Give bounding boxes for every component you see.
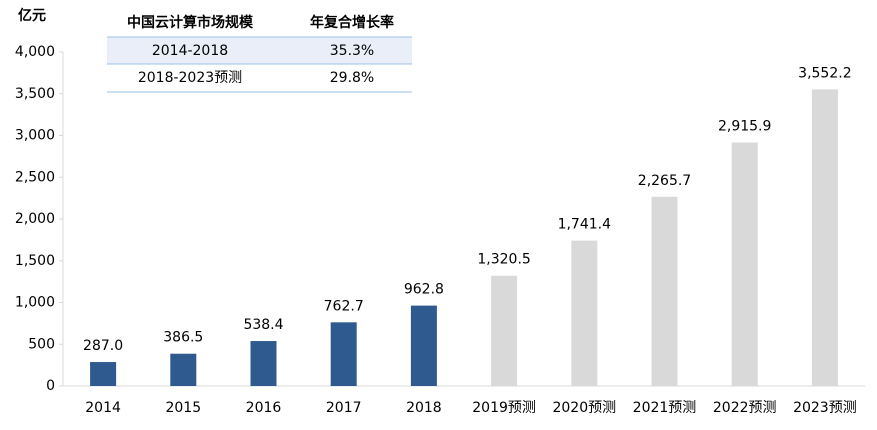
y-tick-label: 3,500 <box>15 86 55 102</box>
bar <box>571 240 598 386</box>
value-label: 762.7 <box>324 298 364 314</box>
y-tick-label: 2,000 <box>15 211 55 227</box>
table-header: 年复合增长率 <box>310 14 394 31</box>
bar <box>491 275 518 386</box>
value-label: 538.4 <box>243 317 283 333</box>
x-tick-label: 2017 <box>326 400 362 416</box>
bar <box>651 196 678 386</box>
table-cell: 35.3% <box>330 43 374 59</box>
value-label: 2,915.9 <box>718 119 771 135</box>
table-cell: 2014-2018 <box>152 43 228 59</box>
bar <box>410 305 437 386</box>
y-tick-label: 4,000 <box>15 44 55 60</box>
y-tick-label: 2,500 <box>15 169 55 185</box>
table-header: 中国云计算市场规模 <box>127 14 254 31</box>
bar <box>90 362 117 386</box>
value-label: 1,741.4 <box>558 217 612 233</box>
value-label: 962.8 <box>404 282 444 298</box>
bar <box>731 142 758 386</box>
bar <box>811 89 838 386</box>
table-cell: 2018-2023预测 <box>138 70 242 86</box>
table-row-bg <box>107 37 412 64</box>
y-tick-label: 0 <box>46 378 55 394</box>
x-tick-label: 2020预测 <box>552 400 616 416</box>
x-tick-label: 2014 <box>85 400 121 416</box>
x-tick-label: 2023预测 <box>793 400 857 416</box>
bar <box>170 353 197 386</box>
table-cell: 29.8% <box>330 70 374 86</box>
y-tick-label: 500 <box>28 336 55 352</box>
bar <box>330 322 357 386</box>
y-axis-label: 亿元 <box>18 7 46 24</box>
x-tick-label: 2015 <box>165 400 201 416</box>
y-tick-label: 1,000 <box>15 295 55 311</box>
y-tick-label: 1,500 <box>15 253 55 269</box>
x-tick-label: 2019预测 <box>472 400 536 416</box>
x-tick-label: 2018 <box>406 400 442 416</box>
value-label: 3,552.2 <box>798 65 851 81</box>
x-tick-label: 2022预测 <box>713 400 777 416</box>
value-label: 386.5 <box>163 330 203 346</box>
value-label: 2,265.7 <box>638 173 691 189</box>
bar <box>250 341 277 386</box>
x-tick-label: 2016 <box>246 400 282 416</box>
value-label: 287.0 <box>83 338 123 354</box>
x-tick-label: 2021预测 <box>633 400 697 416</box>
value-label: 1,320.5 <box>477 252 530 268</box>
y-tick-label: 3,000 <box>15 128 55 144</box>
